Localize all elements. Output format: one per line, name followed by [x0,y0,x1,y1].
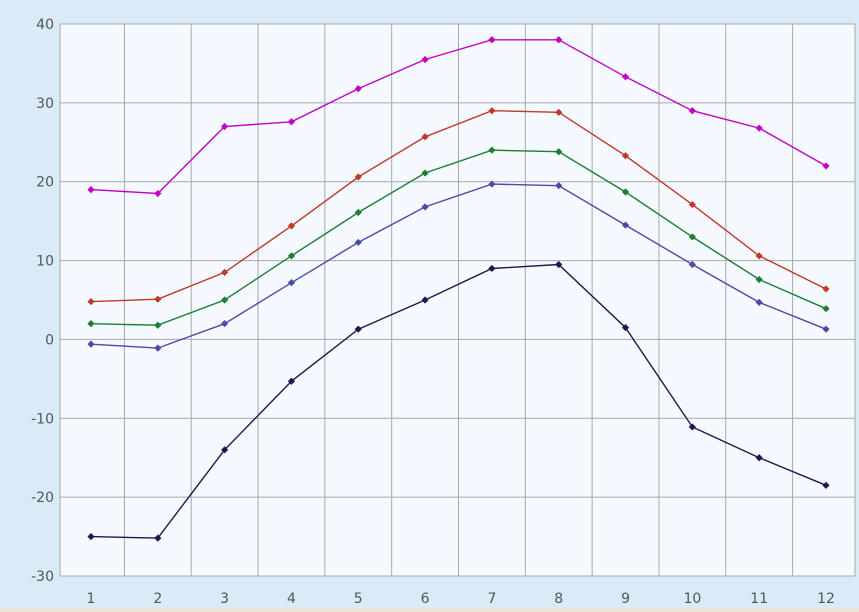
data-point-marker [555,148,563,156]
series-line-4 [90,183,827,349]
data-point-marker [287,118,296,126]
y-tick-label: 30 [36,96,54,112]
data-point-marker [354,325,362,333]
data-point-marker [221,296,229,304]
y-tick-label: 0 [45,332,54,348]
y-tick-label: 40 [36,17,54,33]
x-tick-label: 7 [487,591,496,607]
data-point-marker [421,203,429,211]
x-axis-ticks: 1 2 3 4 5 6 7 8 9 10 11 12 [87,591,835,607]
y-tick-label: 10 [36,254,54,270]
x-tick-label: 3 [220,591,229,607]
series-line-3 [90,149,827,326]
series-lines [90,39,827,539]
data-point-marker [421,296,429,304]
data-point-marker [154,189,162,198]
y-tick-label: -10 [31,411,54,427]
series-line-5 [90,263,827,539]
data-point-marker [621,188,630,196]
data-point-marker [87,297,95,306]
series-points [87,36,830,542]
y-tick-label: -30 [31,569,54,585]
data-point-marker [287,222,296,230]
data-point-marker [488,264,496,273]
data-point-marker [154,344,162,352]
data-point-marker [488,146,496,154]
series-line-2 [90,109,827,303]
data-point-marker [221,446,229,454]
data-point-marker [755,298,763,306]
x-tick-label: 4 [287,591,296,607]
y-tick-label: -20 [31,490,54,506]
data-point-marker [221,320,229,328]
data-point-marker [87,532,95,541]
data-point-marker [822,325,830,333]
data-point-marker [421,169,429,177]
data-point-marker [154,534,162,542]
data-point-marker [688,260,696,269]
x-tick-label: 1 [87,591,96,607]
data-point-marker [555,182,563,190]
data-point-marker [755,252,763,260]
data-point-marker [354,238,362,247]
x-tick-label: 9 [621,591,630,607]
data-point-marker [555,108,563,116]
data-point-marker [555,36,563,44]
data-point-marker [621,73,630,81]
data-point-marker [154,295,162,303]
data-point-marker [488,107,496,115]
data-point-marker [822,285,830,293]
x-tick-label: 2 [153,591,162,607]
data-point-marker [555,260,563,269]
x-tick-label: 8 [554,591,563,607]
data-point-marker [488,180,496,188]
y-axis-ticks: -30 -20 -10 0 10 20 30 40 [31,17,54,585]
data-point-marker [87,320,95,328]
data-point-marker [621,324,630,332]
data-point-marker [621,152,630,160]
data-point-marker [421,133,429,141]
data-point-marker [221,122,229,131]
data-point-marker [421,55,429,64]
data-point-marker [488,36,496,44]
data-point-marker [287,252,296,260]
data-point-marker [822,305,830,313]
x-tick-label: 10 [683,591,701,607]
x-tick-label: 5 [354,591,363,607]
data-point-marker [354,208,362,217]
data-point-marker [354,173,362,181]
data-point-marker [354,85,362,93]
data-point-marker [287,377,296,385]
data-point-marker [688,200,696,209]
data-point-marker [755,454,763,462]
x-tick-label: 12 [817,591,835,607]
data-point-marker [87,340,95,348]
data-point-marker [755,275,763,284]
data-point-marker [154,321,162,329]
x-tick-label: 11 [750,591,768,607]
data-point-marker [688,107,696,115]
data-point-marker [221,268,229,276]
series-line-1 [90,39,827,195]
data-point-marker [688,233,696,241]
data-point-marker [688,423,696,431]
data-point-marker [755,124,763,132]
data-point-marker [822,162,830,170]
data-point-marker [87,186,95,194]
data-point-marker [287,279,296,287]
grid [59,23,856,577]
y-tick-label: 20 [36,175,54,191]
data-point-marker [621,221,630,229]
data-point-marker [822,481,830,489]
plot-area [59,23,856,577]
x-tick-label: 6 [421,591,430,607]
